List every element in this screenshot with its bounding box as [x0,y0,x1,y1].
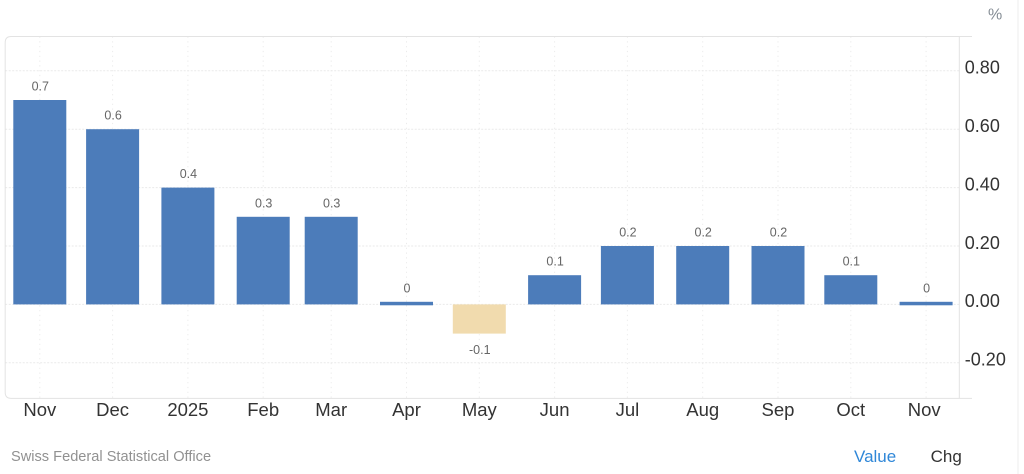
svg-text:Nov: Nov [908,399,942,420]
svg-text:0.6: 0.6 [104,109,121,123]
svg-text:Aug: Aug [686,399,719,420]
svg-text:Dec: Dec [96,399,129,420]
svg-text:Sep: Sep [762,399,795,420]
svg-text:-0.1: -0.1 [469,343,491,357]
svg-text:0.7: 0.7 [32,80,49,94]
svg-text:0.2: 0.2 [770,226,787,240]
svg-text:0.20: 0.20 [965,233,1000,253]
svg-text:Swiss Federal Statistical Offi: Swiss Federal Statistical Office [11,449,211,465]
svg-text:Chg: Chg [931,447,962,466]
svg-text:Feb: Feb [247,399,279,420]
svg-text:Nov: Nov [23,399,57,420]
svg-text:May: May [462,399,498,420]
svg-text:0.60: 0.60 [965,116,1000,136]
svg-text:%: % [988,7,1002,24]
svg-text:0.3: 0.3 [255,196,272,210]
svg-text:2025: 2025 [167,399,208,420]
svg-text:0.00: 0.00 [965,291,1000,311]
svg-text:0.80: 0.80 [965,58,1000,78]
svg-text:0.2: 0.2 [695,226,712,240]
svg-text:Jun: Jun [540,399,570,420]
svg-text:0.1: 0.1 [546,255,563,269]
svg-text:Oct: Oct [836,399,865,420]
svg-text:-0.20: -0.20 [965,350,1006,370]
svg-text:0.40: 0.40 [965,174,1000,194]
svg-text:Jul: Jul [616,399,640,420]
svg-text:Mar: Mar [315,399,347,420]
svg-text:0.2: 0.2 [619,226,636,240]
svg-text:0.4: 0.4 [180,167,197,181]
svg-text:Apr: Apr [392,399,421,420]
svg-text:0: 0 [404,281,411,295]
svg-text:0: 0 [923,281,930,295]
svg-text:Value: Value [854,447,896,466]
svg-text:0.3: 0.3 [323,196,340,210]
svg-text:0.1: 0.1 [843,255,860,269]
